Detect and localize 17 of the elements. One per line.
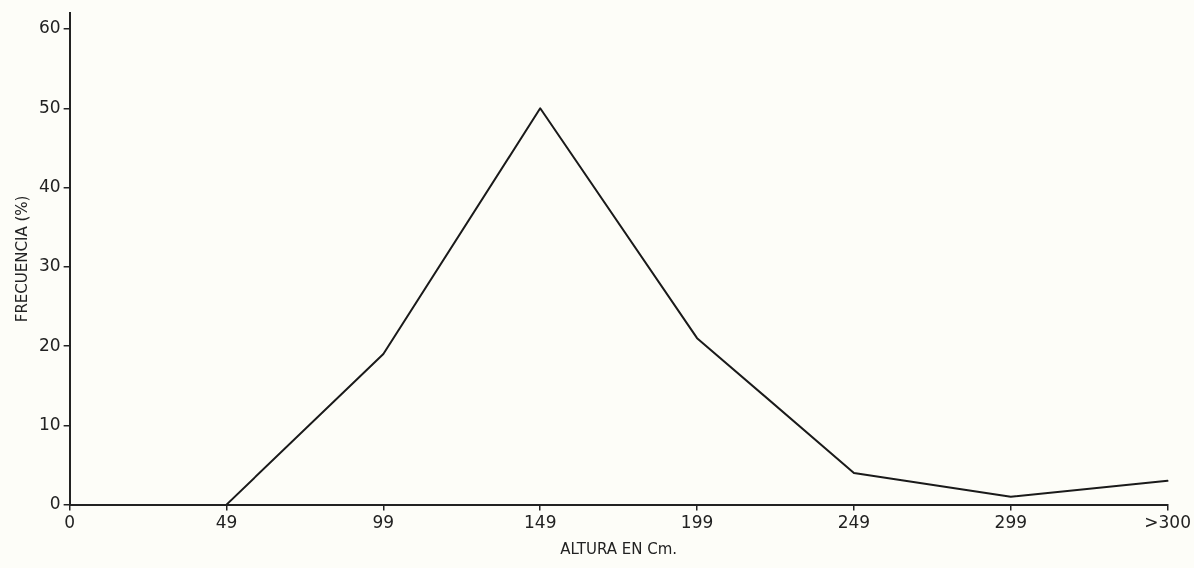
- y-tick-label: 60: [38, 17, 61, 38]
- y-tick-label: 50: [38, 96, 61, 117]
- x-tick-label: 149: [523, 512, 557, 533]
- x-tick-label: 299: [994, 512, 1028, 533]
- x-tick-label: 0: [64, 512, 76, 533]
- x-tick-label: >300: [1144, 512, 1192, 533]
- x-tick-label: 99: [372, 512, 395, 533]
- y-tick-label: 0: [49, 493, 61, 514]
- y-tick-label: 40: [38, 175, 61, 196]
- x-tick-label: 199: [680, 512, 714, 533]
- x-tick-label: 249: [837, 512, 871, 533]
- y-tick-label: 20: [38, 334, 61, 355]
- y-tick-label: 10: [38, 413, 61, 434]
- x-tick-label: 49: [215, 512, 238, 533]
- y-axis-title: FRECUENCIA (%): [12, 195, 31, 323]
- y-tick-label: 30: [38, 255, 61, 276]
- x-axis-title: ALTURA EN Cm.: [560, 539, 678, 558]
